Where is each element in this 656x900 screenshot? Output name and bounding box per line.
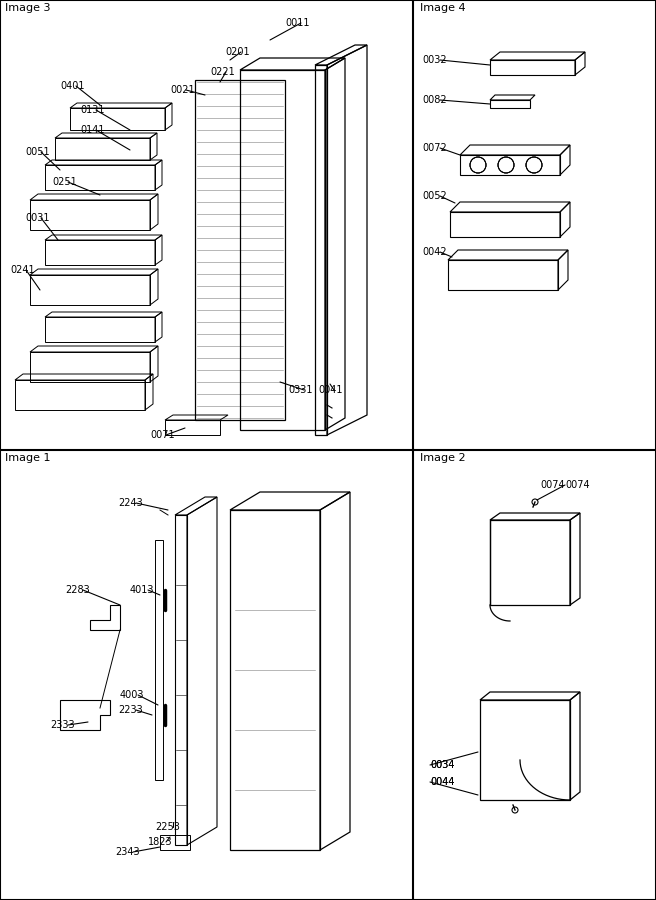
Text: 0251: 0251 [52,177,77,187]
Text: 0034: 0034 [430,760,455,770]
Text: 0032: 0032 [422,55,447,65]
Text: Image 4: Image 4 [420,3,466,13]
Text: 0331: 0331 [288,385,312,395]
Text: 0241: 0241 [10,265,35,275]
Text: 2233: 2233 [118,705,143,715]
Text: 4003: 4003 [120,690,144,700]
Text: Image 2: Image 2 [420,453,466,463]
Text: Image 3: Image 3 [5,3,51,13]
Text: 0031: 0031 [25,213,49,223]
Text: 2243: 2243 [118,498,143,508]
Text: 0131: 0131 [80,105,104,115]
Text: 2333: 2333 [50,720,75,730]
Text: 2253: 2253 [155,822,180,832]
Text: 0401: 0401 [60,81,85,91]
Text: 0082: 0082 [422,95,447,105]
Text: 0042: 0042 [422,247,447,257]
Text: 2283: 2283 [65,585,90,595]
Text: 0072: 0072 [422,143,447,153]
Text: 2343: 2343 [115,847,140,857]
Text: 0051: 0051 [25,147,50,157]
Text: 0201: 0201 [225,47,250,57]
Text: Image 1: Image 1 [5,453,51,463]
Text: 4013: 4013 [130,585,155,595]
Text: 0141: 0141 [80,125,104,135]
Text: 0041: 0041 [318,385,342,395]
Text: 0071: 0071 [150,430,174,440]
Text: 1823: 1823 [148,837,173,847]
Text: 0052: 0052 [422,191,447,201]
Text: 0221: 0221 [210,67,235,77]
Text: 0074: 0074 [541,480,565,490]
Text: 0021: 0021 [170,85,195,95]
Text: 0011: 0011 [285,18,310,28]
Text: 0034: 0034 [430,760,455,770]
Text: 0044: 0044 [430,777,455,787]
Text: 0074: 0074 [565,480,590,490]
Text: 0044: 0044 [430,777,455,787]
